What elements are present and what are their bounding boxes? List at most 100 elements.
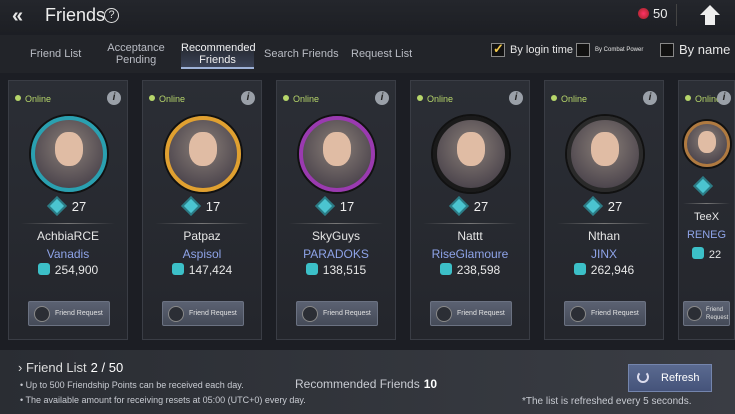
player-name: Nattt: [457, 229, 483, 243]
add-user-icon: [570, 306, 586, 322]
friend-request-button[interactable]: Friend Request: [430, 301, 512, 326]
divider: [683, 203, 730, 204]
friend-request-label: Friend Request: [457, 310, 505, 317]
guild-name: PARADOKS: [303, 247, 369, 261]
avatar[interactable]: [299, 116, 375, 192]
avatar-face: [323, 132, 351, 166]
info-icon[interactable]: i: [107, 91, 121, 105]
divider: [155, 223, 249, 224]
friend-list-summary: › Friend List 2 / 50: [18, 360, 124, 375]
refresh-label: Refresh: [661, 372, 700, 384]
tab-search-friends[interactable]: Search Friends: [264, 48, 339, 60]
guild-name: RiseGlamoure: [431, 247, 509, 261]
help-icon[interactable]: ?: [104, 8, 119, 23]
friend-request-button[interactable]: Friend Request: [296, 301, 378, 326]
combat-power: 238,598: [411, 263, 529, 277]
avatar-face: [457, 132, 485, 166]
info-icon[interactable]: i: [717, 91, 731, 105]
level: 27: [9, 196, 127, 216]
add-user-icon: [436, 306, 452, 322]
recommended-label: Recommended Friends: [295, 377, 420, 391]
combat-power-value: 262,946: [590, 263, 635, 277]
info-line-2: • The available amount for receiving res…: [20, 395, 306, 405]
level-value: 27: [607, 199, 623, 214]
level: 27: [411, 196, 529, 216]
player-name: Nthan: [587, 229, 621, 243]
combat-power-value: 238,598: [456, 263, 501, 277]
combat-power-icon: [691, 247, 704, 259]
online-status: Online: [551, 94, 587, 104]
combat-power: 254,900: [9, 263, 127, 277]
combat-power-icon: [439, 263, 452, 275]
currency-gem-icon: [638, 8, 649, 19]
info-text: Up to 500 Friendship Points can be recei…: [25, 380, 244, 390]
sort-name-checkbox[interactable]: [660, 43, 674, 57]
level-diamond-icon: [692, 176, 713, 196]
avatar[interactable]: [567, 116, 643, 192]
friend-card: Online i 17 SkyGuys PARADOKS 138,515 Fri…: [276, 80, 396, 340]
combat-power-value: 138,515: [322, 263, 367, 277]
info-icon[interactable]: i: [509, 91, 523, 105]
combat-power-icon: [37, 263, 50, 275]
level-diamond-icon: [314, 196, 335, 216]
level-diamond-icon: [582, 196, 603, 216]
avatar[interactable]: [31, 116, 107, 192]
sort-name-label: By name: [679, 42, 731, 57]
friend-request-label: Friend Request: [706, 307, 729, 321]
friend-request-button[interactable]: Friend Request: [564, 301, 646, 326]
tab-friend-list[interactable]: Friend List: [30, 48, 82, 60]
footer-panel: › Friend List 2 / 50 • Up to 500 Friendsh…: [0, 350, 735, 414]
level: 27: [545, 196, 663, 216]
avatar-face: [189, 132, 217, 166]
player-name: TeeX: [693, 211, 720, 223]
info-icon[interactable]: i: [643, 91, 657, 105]
level-value: 27: [71, 199, 87, 214]
level: [679, 176, 734, 196]
combat-power: 138,515: [277, 263, 395, 277]
sort-login-time-checkbox[interactable]: [491, 41, 505, 57]
friend-request-label: Friend Request: [591, 310, 639, 317]
refresh-button[interactable]: Refresh: [628, 364, 712, 392]
avatar[interactable]: [433, 116, 509, 192]
divider: [423, 223, 517, 224]
tab-recommended-friends[interactable]: Recommended Friends: [181, 42, 256, 69]
friend-request-button[interactable]: Friend Request: [162, 301, 244, 326]
recommended-count: Recommended Friends 10: [295, 377, 437, 391]
level-value: 27: [473, 199, 489, 214]
combat-power-value: 254,900: [54, 263, 99, 277]
level-diamond-icon: [46, 196, 67, 216]
avatar[interactable]: [684, 121, 730, 167]
top-bar: « Friends ? 50: [0, 0, 735, 32]
info-icon[interactable]: i: [241, 91, 255, 105]
divider: [21, 223, 115, 224]
guild-name: JINX: [590, 247, 617, 261]
friend-card: Online i 27 AchbiaRCE Vanadis 254,900 Fr…: [8, 80, 128, 340]
level-value: 17: [205, 199, 221, 214]
friend-card: Online i 27 Nthan JINX 262,946 Friend Re…: [544, 80, 664, 340]
player-name: Patpaz: [183, 229, 221, 243]
divider: [676, 4, 677, 26]
friend-request-label: Friend Request: [55, 310, 103, 317]
level-value: 17: [339, 199, 355, 214]
avatar-face: [55, 132, 83, 166]
tab-bar: Friend List Acceptance Pending Recommend…: [0, 35, 735, 73]
tab-acceptance-pending[interactable]: Acceptance Pending: [107, 42, 165, 66]
home-icon[interactable]: [698, 3, 722, 27]
back-button[interactable]: «: [12, 5, 24, 27]
currency-value: 50: [653, 6, 668, 21]
avatar-face: [591, 132, 619, 166]
level-diamond-icon: [180, 196, 201, 216]
friend-card: Online i 27 Nattt RiseGlamoure 238,598 F…: [410, 80, 530, 340]
recommended-value: 10: [423, 377, 438, 391]
tab-request-list[interactable]: Request List: [351, 48, 413, 60]
info-line-1: • Up to 500 Friendship Points can be rec…: [20, 380, 244, 390]
combat-power-value: 22: [708, 249, 722, 261]
level: 17: [277, 196, 395, 216]
info-icon[interactable]: i: [375, 91, 389, 105]
avatar[interactable]: [165, 116, 241, 192]
sort-combat-power-checkbox[interactable]: [576, 43, 590, 57]
divider: [557, 223, 651, 224]
friend-request-button[interactable]: Friend Request: [683, 301, 730, 326]
friend-request-button[interactable]: Friend Request: [28, 301, 110, 326]
sort-combat-power-label: By Combat Power: [595, 47, 644, 53]
